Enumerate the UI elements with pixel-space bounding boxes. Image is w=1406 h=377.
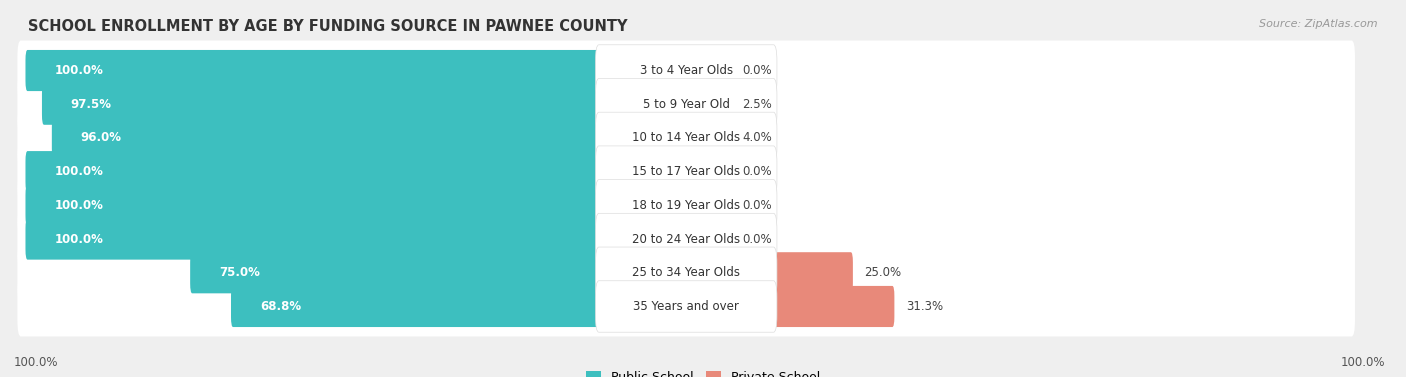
- Text: 25.0%: 25.0%: [865, 266, 901, 279]
- FancyBboxPatch shape: [17, 74, 1355, 134]
- FancyBboxPatch shape: [685, 286, 894, 327]
- Text: 75.0%: 75.0%: [219, 266, 260, 279]
- FancyBboxPatch shape: [596, 213, 778, 265]
- FancyBboxPatch shape: [685, 117, 731, 158]
- Text: 100.0%: 100.0%: [55, 64, 103, 77]
- Text: 2.5%: 2.5%: [742, 98, 772, 111]
- Text: 15 to 17 Year Olds: 15 to 17 Year Olds: [633, 165, 741, 178]
- Text: 100.0%: 100.0%: [1340, 357, 1385, 369]
- Text: 25 to 34 Year Olds: 25 to 34 Year Olds: [633, 266, 740, 279]
- FancyBboxPatch shape: [25, 219, 688, 260]
- FancyBboxPatch shape: [596, 78, 778, 130]
- FancyBboxPatch shape: [685, 185, 731, 226]
- FancyBboxPatch shape: [52, 117, 688, 158]
- FancyBboxPatch shape: [596, 247, 778, 299]
- FancyBboxPatch shape: [17, 175, 1355, 235]
- Text: 31.3%: 31.3%: [905, 300, 943, 313]
- Text: 100.0%: 100.0%: [14, 357, 59, 369]
- FancyBboxPatch shape: [17, 276, 1355, 337]
- FancyBboxPatch shape: [17, 40, 1355, 101]
- FancyBboxPatch shape: [596, 146, 778, 198]
- FancyBboxPatch shape: [25, 151, 688, 192]
- FancyBboxPatch shape: [17, 108, 1355, 168]
- FancyBboxPatch shape: [596, 281, 778, 332]
- Text: 18 to 19 Year Olds: 18 to 19 Year Olds: [633, 199, 741, 212]
- FancyBboxPatch shape: [17, 243, 1355, 303]
- Text: 5 to 9 Year Old: 5 to 9 Year Old: [643, 98, 730, 111]
- Text: 100.0%: 100.0%: [55, 165, 103, 178]
- Text: 0.0%: 0.0%: [742, 233, 772, 245]
- Text: 0.0%: 0.0%: [742, 199, 772, 212]
- Text: 0.0%: 0.0%: [742, 64, 772, 77]
- FancyBboxPatch shape: [685, 84, 731, 125]
- Text: 35 Years and over: 35 Years and over: [633, 300, 740, 313]
- Text: 10 to 14 Year Olds: 10 to 14 Year Olds: [633, 132, 741, 144]
- FancyBboxPatch shape: [17, 209, 1355, 269]
- FancyBboxPatch shape: [685, 151, 731, 192]
- Text: 97.5%: 97.5%: [70, 98, 112, 111]
- Text: 100.0%: 100.0%: [55, 199, 103, 212]
- Legend: Public School, Private School: Public School, Private School: [581, 366, 825, 377]
- Text: 20 to 24 Year Olds: 20 to 24 Year Olds: [633, 233, 741, 245]
- FancyBboxPatch shape: [596, 112, 778, 164]
- FancyBboxPatch shape: [231, 286, 688, 327]
- Text: 4.0%: 4.0%: [742, 132, 772, 144]
- FancyBboxPatch shape: [685, 252, 853, 293]
- Text: 68.8%: 68.8%: [260, 300, 301, 313]
- FancyBboxPatch shape: [190, 252, 688, 293]
- FancyBboxPatch shape: [596, 45, 778, 96]
- FancyBboxPatch shape: [17, 142, 1355, 202]
- FancyBboxPatch shape: [685, 50, 731, 91]
- Text: 96.0%: 96.0%: [80, 132, 122, 144]
- Text: Source: ZipAtlas.com: Source: ZipAtlas.com: [1260, 19, 1378, 29]
- Text: 0.0%: 0.0%: [742, 165, 772, 178]
- Text: 100.0%: 100.0%: [55, 233, 103, 245]
- FancyBboxPatch shape: [596, 179, 778, 231]
- FancyBboxPatch shape: [25, 185, 688, 226]
- Text: 3 to 4 Year Olds: 3 to 4 Year Olds: [640, 64, 733, 77]
- FancyBboxPatch shape: [42, 84, 688, 125]
- FancyBboxPatch shape: [685, 219, 731, 260]
- Text: SCHOOL ENROLLMENT BY AGE BY FUNDING SOURCE IN PAWNEE COUNTY: SCHOOL ENROLLMENT BY AGE BY FUNDING SOUR…: [28, 19, 627, 34]
- FancyBboxPatch shape: [25, 50, 688, 91]
